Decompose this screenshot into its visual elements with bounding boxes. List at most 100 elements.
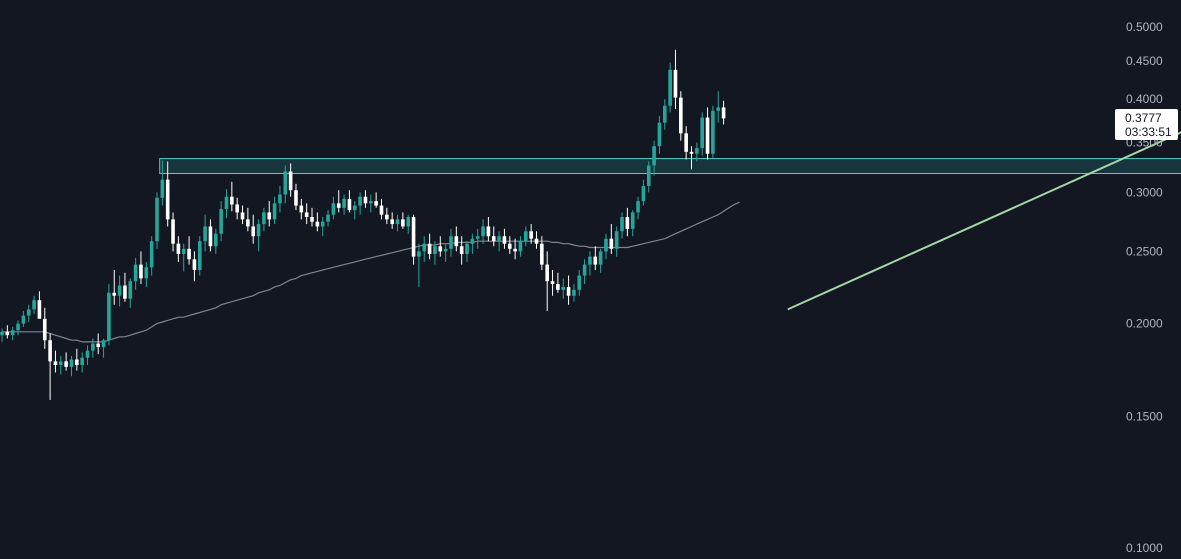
candle[interactable]: [556, 272, 560, 293]
candle[interactable]: [278, 185, 282, 213]
candle[interactable]: [614, 226, 619, 257]
candle[interactable]: [315, 212, 320, 232]
candle[interactable]: [524, 226, 528, 247]
candle[interactable]: [716, 91, 721, 123]
candle[interactable]: [545, 251, 549, 311]
candle[interactable]: [123, 272, 127, 302]
candle[interactable]: [486, 217, 491, 242]
candle[interactable]: [208, 219, 213, 252]
candle[interactable]: [203, 214, 207, 252]
candle[interactable]: [390, 212, 394, 229]
candle[interactable]: [352, 201, 357, 220]
price-axis[interactable]: 0.50000.45000.40000.35000.30000.25000.20…: [1126, 20, 1163, 555]
candle[interactable]: [176, 236, 181, 262]
candle[interactable]: [256, 219, 261, 252]
candle[interactable]: [326, 210, 330, 227]
candle[interactable]: [566, 275, 571, 305]
candle[interactable]: [139, 251, 143, 285]
candle[interactable]: [230, 181, 234, 212]
candle[interactable]: [240, 205, 245, 225]
candle[interactable]: [395, 214, 400, 232]
candle[interactable]: [21, 310, 26, 327]
candle[interactable]: [320, 217, 325, 237]
candle[interactable]: [331, 196, 336, 220]
candle[interactable]: [342, 194, 346, 215]
candle[interactable]: [652, 140, 656, 176]
candle[interactable]: [0, 328, 4, 342]
candle[interactable]: [561, 278, 566, 299]
candle[interactable]: [197, 236, 202, 276]
candle[interactable]: [470, 233, 475, 254]
candle[interactable]: [262, 207, 266, 232]
candle[interactable]: [144, 261, 149, 287]
candle[interactable]: [363, 190, 368, 208]
candle[interactable]: [91, 338, 95, 358]
candle[interactable]: [294, 183, 298, 211]
candle[interactable]: [582, 259, 587, 285]
candle[interactable]: [37, 291, 42, 319]
candle[interactable]: [10, 326, 15, 341]
candle[interactable]: [641, 179, 646, 206]
candle[interactable]: [646, 161, 651, 193]
candle[interactable]: [630, 210, 635, 237]
candle[interactable]: [588, 251, 592, 276]
candle[interactable]: [475, 228, 480, 249]
candle[interactable]: [577, 270, 582, 296]
candle[interactable]: [598, 248, 603, 273]
candle[interactable]: [668, 62, 672, 113]
candle[interactable]: [310, 207, 314, 227]
candle[interactable]: [304, 203, 309, 225]
candle[interactable]: [438, 236, 443, 257]
candle[interactable]: [604, 233, 608, 260]
candle[interactable]: [620, 212, 624, 239]
candle[interactable]: [48, 333, 52, 400]
candle[interactable]: [513, 238, 517, 260]
candle[interactable]: [58, 355, 63, 375]
candle[interactable]: [53, 350, 58, 373]
candle[interactable]: [465, 241, 469, 262]
candle[interactable]: [459, 236, 464, 265]
candle[interactable]: [149, 236, 154, 276]
candle[interactable]: [411, 214, 416, 265]
candle[interactable]: [657, 115, 662, 154]
candle[interactable]: [529, 224, 533, 244]
candle[interactable]: [214, 228, 218, 254]
candle[interactable]: [283, 165, 288, 204]
candle[interactable]: [695, 142, 699, 162]
candle[interactable]: [358, 192, 362, 215]
candle[interactable]: [636, 196, 640, 220]
candle[interactable]: [518, 236, 523, 257]
candle[interactable]: [684, 126, 688, 160]
candle[interactable]: [235, 197, 239, 220]
candle[interactable]: [64, 352, 68, 371]
candle[interactable]: [433, 241, 437, 265]
candle[interactable]: [85, 345, 90, 365]
candle[interactable]: [171, 212, 175, 252]
candle[interactable]: [497, 231, 501, 252]
candle[interactable]: [192, 251, 197, 282]
candle[interactable]: [101, 338, 106, 358]
candle[interactable]: [662, 99, 667, 130]
candle[interactable]: [75, 348, 79, 371]
candle[interactable]: [267, 201, 272, 227]
candle[interactable]: [689, 146, 694, 170]
candle[interactable]: [251, 214, 256, 244]
candle[interactable]: [679, 91, 683, 141]
candle[interactable]: [187, 236, 191, 265]
candle[interactable]: [299, 198, 304, 220]
candle[interactable]: [347, 190, 352, 213]
candle[interactable]: [721, 100, 726, 125]
candle[interactable]: [422, 236, 427, 262]
candle[interactable]: [181, 243, 186, 272]
candle[interactable]: [117, 275, 122, 307]
candle[interactable]: [507, 236, 512, 254]
candle[interactable]: [449, 228, 453, 257]
candle[interactable]: [288, 163, 293, 197]
candle[interactable]: [32, 295, 36, 315]
candle[interactable]: [417, 243, 421, 287]
candle[interactable]: [369, 194, 373, 213]
candle[interactable]: [491, 226, 496, 247]
candle[interactable]: [374, 192, 378, 208]
